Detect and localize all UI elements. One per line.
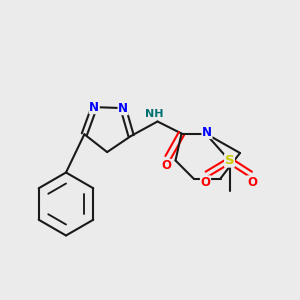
Text: O: O [200,176,211,189]
Text: S: S [225,154,234,167]
Text: O: O [247,176,257,189]
Text: NH: NH [145,109,163,119]
Text: N: N [118,102,128,115]
Text: N: N [202,125,212,139]
Text: O: O [161,159,172,172]
Text: N: N [89,100,99,114]
